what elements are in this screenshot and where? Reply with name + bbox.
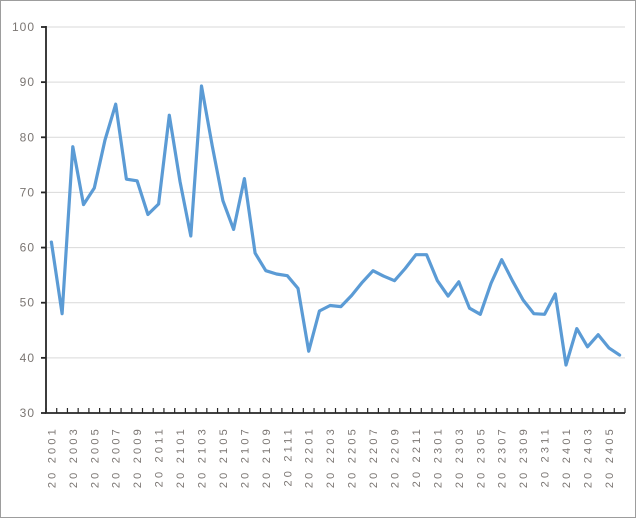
y-axis-label: 40 <box>20 351 35 365</box>
x-axis-tick-label: 20 2209 <box>389 426 401 488</box>
x-axis-tick-label: 20 2003 <box>68 426 80 488</box>
y-axis-label: 50 <box>20 296 35 310</box>
x-axis-labels: 20 2001 20 2003 20 2005 20 2007 20 2009 20 20… <box>46 426 616 488</box>
x-axis-tick-label: 20 2111 <box>282 426 294 487</box>
x-axis-tick-label: 20 2007 <box>111 426 123 488</box>
y-axis-label: 100 <box>12 20 35 34</box>
x-axis-tick-label: 20 2401 <box>561 426 573 488</box>
x-axis-tick-label: 20 2301 <box>432 426 444 488</box>
y-axis-labels: 100 90 80 70 60 50 40 30 <box>12 20 35 420</box>
x-axis-tick-label: 20 2005 <box>89 426 101 488</box>
x-axis-tick-label: 20 2001 <box>46 426 58 488</box>
y-axis-label: 70 <box>20 185 35 199</box>
data-series <box>49 84 622 367</box>
x-axis-tick-label: 20 2107 <box>239 426 251 488</box>
chart-line-series-1 <box>49 84 622 367</box>
x-axis-tick-label: 20 2109 <box>261 426 273 488</box>
x-axis-tick-label: 20 2203 <box>325 426 337 488</box>
y-axis-label: 60 <box>20 241 35 255</box>
x-axis-tick-label: 20 2311 <box>540 426 552 487</box>
x-axis-tick-label: 20 2201 <box>304 426 316 488</box>
x-axis-tick-label: 20 2309 <box>518 426 530 488</box>
x-axis-tick-label: 20 2405 <box>604 426 616 488</box>
x-axis-tick-label: 20 2211 <box>411 426 423 487</box>
x-axis-tick-label: 20 2101 <box>175 426 187 488</box>
x-axis-tick-label: 20 2205 <box>347 426 359 488</box>
axes <box>45 26 625 414</box>
x-axis-tick-label: 20 2009 <box>132 426 144 488</box>
x-axis-tick-label: 20 2303 <box>454 426 466 488</box>
y-axis-label: 90 <box>20 75 35 89</box>
x-axis-tick-label: 20 2105 <box>218 426 230 488</box>
x-axis-tick-label: 20 2207 <box>368 426 380 488</box>
x-axis-tick-label: 20 2305 <box>475 426 487 488</box>
y-axis-label: 80 <box>20 130 35 144</box>
y-axis-label: 30 <box>20 406 35 420</box>
gridlines <box>47 26 625 359</box>
x-axis-tick-label: 20 2011 <box>154 426 166 487</box>
x-axis-tick-label: 20 2403 <box>582 426 594 488</box>
x-axis-tick-label: 20 2307 <box>497 426 509 488</box>
x-axis-tick-label: 20 2103 <box>196 426 208 488</box>
